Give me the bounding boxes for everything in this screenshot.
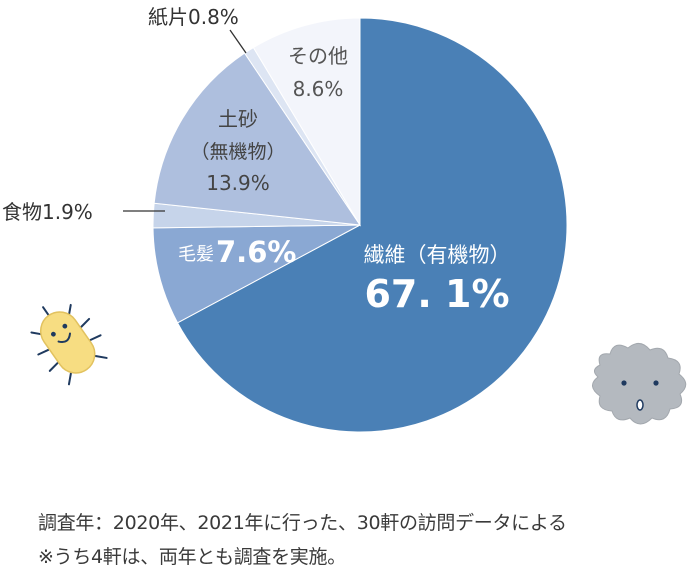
hair-label: 毛髪 xyxy=(178,243,214,265)
pie-slice-5 xyxy=(252,17,361,227)
fiber-value-label: 67. 1% xyxy=(364,272,509,316)
food-label: 食物1.9% xyxy=(2,200,93,224)
pie-slice-1 xyxy=(152,224,361,324)
dust-illustration xyxy=(592,343,687,425)
pie-slice-3 xyxy=(153,52,362,226)
soil-label: 土砂 xyxy=(218,107,258,131)
survey-footnote: ※うち4軒は、両年とも調査を実施。 xyxy=(38,546,346,568)
hair-value-label: 7.6% xyxy=(216,235,296,269)
pie-slice-0 xyxy=(176,17,568,433)
pie-chart: 繊維（有機物） 67. 1% 毛髪 7.6% 食物1.9% 土砂 （無機物） 1… xyxy=(2,5,687,433)
paper-leader-line xyxy=(229,29,247,54)
fiber-label: 繊維（有機物） xyxy=(364,243,511,267)
pie-slices xyxy=(152,17,568,433)
soil-sub-label: （無機物） xyxy=(190,141,285,163)
survey-note: 調査年：2020年、2021年に行った、30軒の訪問データによる xyxy=(38,512,567,534)
bacteria-illustration xyxy=(30,303,108,386)
other-value-label: 8.6% xyxy=(293,77,344,101)
paper-label: 紙片0.8% xyxy=(148,5,239,29)
soil-value-label: 13.9% xyxy=(206,171,270,195)
other-label: その他 xyxy=(288,44,348,68)
